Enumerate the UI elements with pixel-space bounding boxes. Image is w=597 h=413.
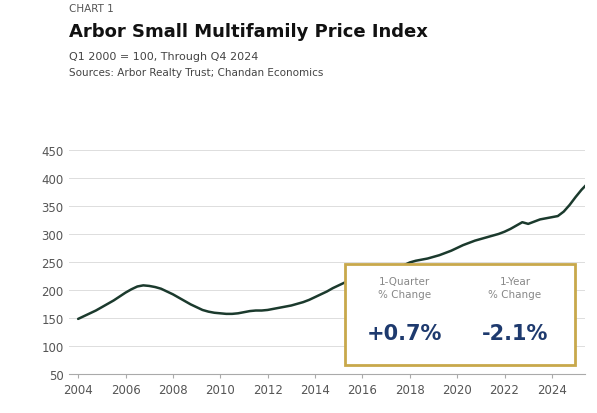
Text: Q1 2000 = 100, Through Q4 2024: Q1 2000 = 100, Through Q4 2024 xyxy=(69,52,258,62)
Text: Sources: Arbor Realty Trust; Chandan Economics: Sources: Arbor Realty Trust; Chandan Eco… xyxy=(69,68,323,78)
FancyBboxPatch shape xyxy=(345,264,575,365)
Text: Arbor Small Multifamily Price Index: Arbor Small Multifamily Price Index xyxy=(69,23,427,40)
Text: 1-Quarter
% Change: 1-Quarter % Change xyxy=(378,277,431,300)
Text: +0.7%: +0.7% xyxy=(367,323,442,343)
Text: 1-Year
% Change: 1-Year % Change xyxy=(488,277,541,300)
Text: -2.1%: -2.1% xyxy=(482,323,548,343)
Text: CHART 1: CHART 1 xyxy=(69,4,113,14)
